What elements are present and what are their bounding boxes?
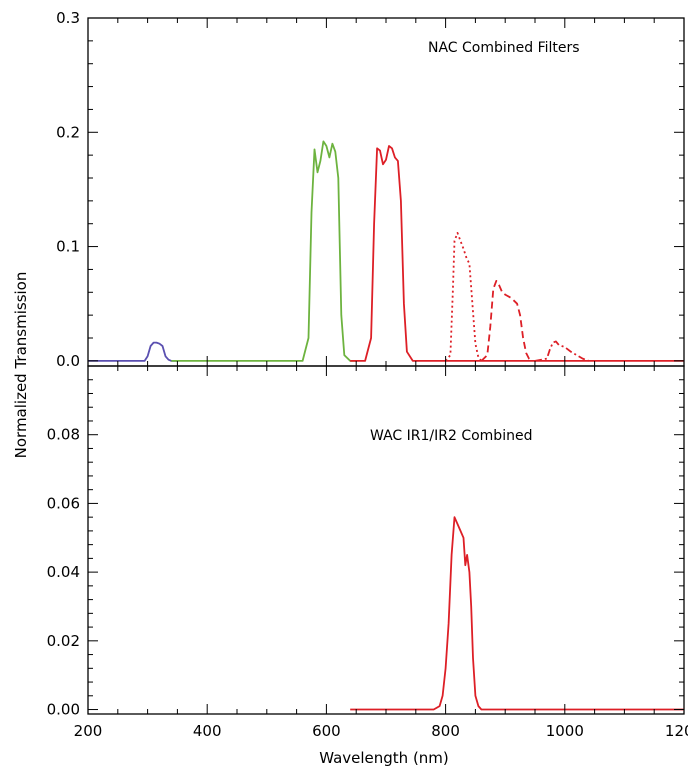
wac-panel-label: WAC IR1/IR2 Combined [370, 428, 532, 444]
nac-y-tick-label: 0.1 [56, 238, 80, 256]
nac-series-red-dashed [480, 279, 533, 362]
wac-y-tick-label: 0.02 [47, 632, 80, 650]
nac-y-tick-label: 0.0 [56, 352, 80, 370]
x-tick-label: 600 [312, 722, 341, 740]
nac-series-red-dashdot [534, 340, 589, 362]
nac-series-violet-solid [88, 341, 178, 362]
wac-y-tick-label: 0.08 [47, 426, 80, 444]
nac-y-tick-label: 0.2 [56, 123, 80, 141]
x-tick-label: 400 [193, 722, 222, 740]
x-tick-label: 1000 [546, 722, 584, 740]
wac-y-tick-label: 0.00 [47, 701, 80, 719]
nac-y-tick-label: 0.3 [56, 9, 80, 27]
wac-y-tick-label: 0.04 [47, 563, 80, 581]
wac-y-tick-label: 0.06 [47, 494, 80, 512]
nac-series-red-solid [350, 145, 684, 362]
y-axis-label: Normalized Transmission [12, 272, 30, 459]
x-tick-label: 1200 [665, 722, 688, 740]
nac-series-red-dotted [444, 231, 483, 362]
x-axis-label: Wavelength (nm) [319, 749, 449, 767]
x-tick-label: 200 [74, 722, 103, 740]
x-tick-label: 800 [431, 722, 460, 740]
nac-series-green-solid [171, 140, 357, 362]
nac-plot-frame [87, 17, 685, 367]
wac-plot-frame [87, 365, 685, 715]
nac-panel-label: NAC Combined Filters [428, 40, 580, 56]
wac-series-red-solid [350, 516, 684, 711]
